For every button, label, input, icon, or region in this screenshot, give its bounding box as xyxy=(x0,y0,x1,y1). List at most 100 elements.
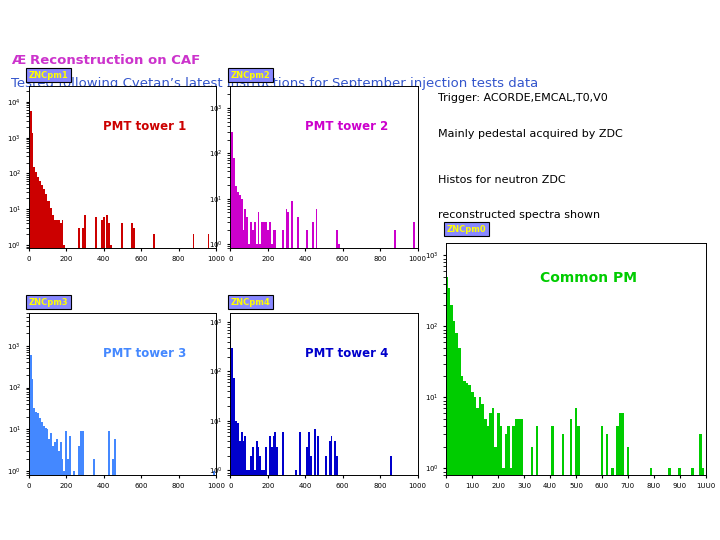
Bar xyxy=(63,245,66,540)
Bar xyxy=(618,413,621,540)
Bar xyxy=(269,436,271,540)
Bar xyxy=(626,447,629,540)
Bar xyxy=(233,158,235,540)
Bar xyxy=(60,224,62,540)
Bar xyxy=(82,228,84,540)
Bar xyxy=(272,231,274,540)
Bar xyxy=(47,429,48,540)
Bar xyxy=(458,348,461,540)
Bar xyxy=(237,423,239,540)
Bar xyxy=(69,436,71,540)
Bar xyxy=(276,447,278,540)
Bar xyxy=(34,408,35,540)
Bar xyxy=(252,231,254,540)
Bar xyxy=(390,456,392,540)
Bar xyxy=(448,288,450,540)
Bar xyxy=(518,418,521,540)
Bar xyxy=(515,418,518,540)
Bar xyxy=(41,422,43,540)
Bar xyxy=(258,447,259,540)
Bar xyxy=(78,446,81,540)
Bar xyxy=(45,428,47,540)
Text: PMT tower 2: PMT tower 2 xyxy=(305,120,388,133)
Bar xyxy=(32,133,34,540)
Text: PMT tower 4: PMT tower 4 xyxy=(305,347,388,360)
Bar xyxy=(114,438,116,540)
Text: Histos for neutron ZDC: Histos for neutron ZDC xyxy=(438,175,565,185)
Bar xyxy=(53,215,54,540)
Bar xyxy=(456,333,458,540)
Bar xyxy=(306,447,308,540)
Bar xyxy=(78,228,81,540)
Bar xyxy=(330,436,333,540)
Bar xyxy=(271,447,272,540)
Bar xyxy=(274,231,276,540)
Bar xyxy=(239,441,240,540)
Bar xyxy=(492,408,495,540)
Bar xyxy=(207,234,210,540)
Bar xyxy=(243,231,245,540)
Bar xyxy=(246,217,248,540)
Bar xyxy=(252,447,254,540)
Bar xyxy=(37,177,39,540)
Bar xyxy=(286,209,287,540)
Bar xyxy=(282,231,284,540)
Bar xyxy=(245,436,246,540)
Text: ZNCpm1: ZNCpm1 xyxy=(29,71,68,80)
Bar xyxy=(466,383,469,540)
Text: C. Oppedisano, ALICE Offline Week, CERN 27 October 2009: C. Oppedisano, ALICE Offline Week, CERN … xyxy=(186,521,534,535)
Bar xyxy=(213,471,215,540)
Bar xyxy=(325,456,327,540)
Bar xyxy=(505,435,508,540)
Bar xyxy=(254,222,256,540)
Bar xyxy=(264,222,265,540)
Bar xyxy=(336,456,338,540)
Bar xyxy=(50,208,53,540)
Bar xyxy=(702,468,704,540)
Bar xyxy=(256,244,258,540)
Text: PMT tower 1: PMT tower 1 xyxy=(103,120,186,133)
Text: PMT tower 3: PMT tower 3 xyxy=(103,347,186,360)
Bar xyxy=(239,195,240,540)
Bar xyxy=(240,432,243,540)
Bar xyxy=(606,435,608,540)
Bar xyxy=(63,471,66,540)
Bar xyxy=(497,413,500,540)
Bar xyxy=(334,441,336,540)
Bar xyxy=(246,470,248,540)
Bar xyxy=(314,429,315,540)
Bar xyxy=(521,418,523,540)
Bar xyxy=(84,215,86,540)
Text: reconstructed spectra shown: reconstructed spectra shown xyxy=(438,210,600,220)
Bar xyxy=(60,442,62,540)
Text: Æ Reconstruction on CAF: Æ Reconstruction on CAF xyxy=(11,54,200,67)
Bar xyxy=(56,220,58,540)
Bar xyxy=(650,468,652,540)
Bar xyxy=(58,451,60,540)
Text: Reconstruction: Reconstruction xyxy=(241,11,479,39)
Bar xyxy=(233,377,235,540)
Bar xyxy=(308,432,310,540)
Bar xyxy=(43,189,45,540)
Bar xyxy=(487,426,489,540)
Bar xyxy=(299,432,301,540)
Bar xyxy=(328,441,330,540)
Bar xyxy=(35,172,37,540)
Bar xyxy=(245,209,246,540)
Bar xyxy=(37,413,39,540)
Bar xyxy=(461,376,463,540)
Text: Tested following Cvetan’s latest instructions for September injection tests data: Tested following Cvetan’s latest instruc… xyxy=(11,77,538,90)
Bar xyxy=(482,404,484,540)
Bar xyxy=(575,408,577,540)
Bar xyxy=(248,470,250,540)
Bar xyxy=(235,421,237,540)
Bar xyxy=(536,426,539,540)
Bar xyxy=(265,222,267,540)
Bar xyxy=(108,431,110,540)
Bar xyxy=(107,215,108,540)
Bar xyxy=(577,426,580,540)
Bar xyxy=(264,470,265,540)
Bar xyxy=(295,470,297,540)
Bar xyxy=(34,167,35,540)
Text: Common PM: Common PM xyxy=(541,271,637,285)
